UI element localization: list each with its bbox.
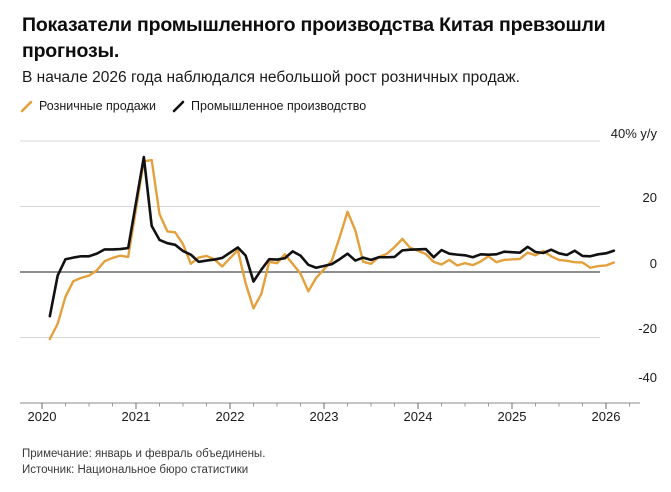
x-axis-label-2025: 2025: [497, 409, 527, 424]
x-axis-label-2020: 2020: [27, 409, 57, 424]
legend-label-industrial-output: Промышленное производство: [191, 99, 367, 113]
y-axis-label-40: 40% y/y: [610, 126, 657, 141]
y-axis-label-0: 0: [649, 256, 657, 271]
x-axis-label-2024: 2024: [403, 409, 433, 424]
footnote-source: Источник: Национальное бюро статистики: [22, 463, 249, 476]
slash-marker-icon: [20, 100, 33, 113]
page-title: Показатели промышленного производства Ки…: [22, 14, 606, 62]
y-axis-label-minus40: -40: [638, 370, 657, 385]
y-axis-label-minus20: -20: [638, 321, 657, 336]
x-axis-label-2022: 2022: [215, 409, 245, 424]
legend-label-retail-sales: Розничные продажи: [39, 99, 157, 113]
chart-footnotes: Примечание: январь и февраль объединены.…: [22, 447, 265, 478]
x-axis-label-2026: 2026: [591, 409, 621, 424]
y-axis-label-20: 20: [642, 190, 657, 205]
x-axis-label-2021: 2021: [121, 409, 151, 424]
legend-item-retail-sales[interactable]: Розничные продажи: [20, 99, 156, 113]
slash-marker-icon: [172, 100, 185, 113]
legend-item-industrial-output[interactable]: Промышленное производство: [172, 99, 366, 113]
chart-subtitle: В начале 2026 года наблюдался небольшой …: [22, 69, 520, 86]
chart-legend: Розничные продажи Промышленное производс…: [20, 99, 366, 113]
x-axis-label-2023: 2023: [309, 409, 339, 424]
footnote-note: Примечание: январь и февраль объединены.: [22, 448, 266, 460]
